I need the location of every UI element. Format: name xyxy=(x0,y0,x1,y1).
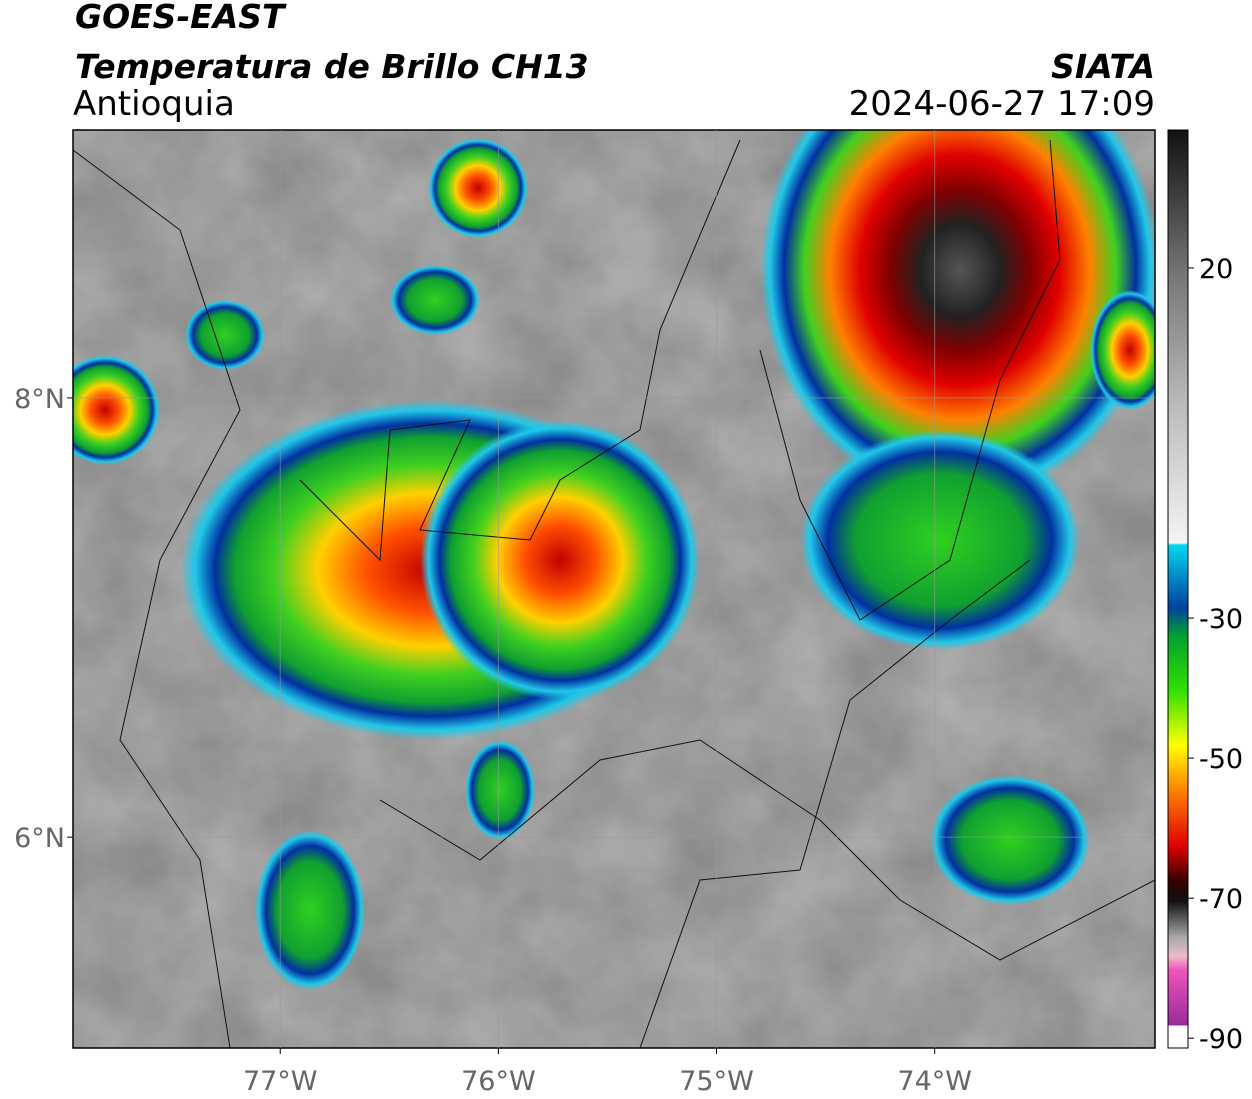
agency-label: SIATA xyxy=(1051,47,1155,86)
x-tick-label: 76°W xyxy=(461,1066,536,1097)
y-tick-label: 8°N xyxy=(14,384,65,415)
colorbar-tick-label: -30 xyxy=(1199,604,1243,635)
colorbar-tick-label: -50 xyxy=(1199,744,1243,775)
colorbar-tick-label: -70 xyxy=(1199,884,1243,915)
colorbar xyxy=(1167,129,1189,1049)
x-tick-label: 77°W xyxy=(243,1066,318,1097)
satellite-title: GOES-EAST xyxy=(75,0,287,36)
region-label: Antioquia xyxy=(73,84,235,124)
y-tick-label: 6°N xyxy=(14,823,65,854)
colorbar-tick-label: 20 xyxy=(1199,254,1233,285)
x-tick-label: 74°W xyxy=(897,1066,972,1097)
datetime-label: 2024-06-27 17:09 xyxy=(849,84,1155,124)
colorbar-tick-label: -90 xyxy=(1199,1024,1243,1055)
product-title: Temperatura de Brillo CH13 xyxy=(75,47,589,86)
x-tick-label: 75°W xyxy=(679,1066,754,1097)
map-image xyxy=(73,130,1155,1048)
map-frame xyxy=(72,129,1156,1049)
